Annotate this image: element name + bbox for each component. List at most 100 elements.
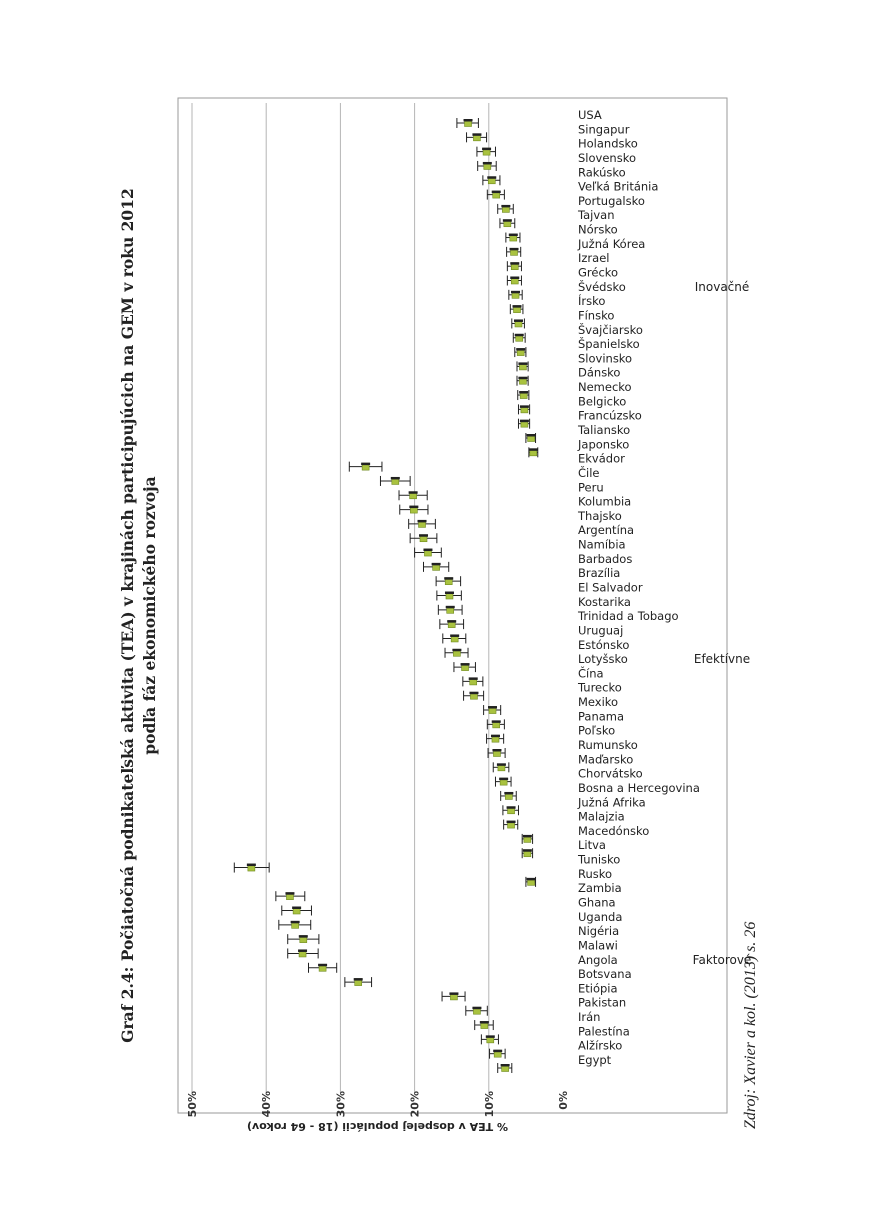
category-label: Rusko xyxy=(578,867,612,881)
data-point-shadow xyxy=(519,391,529,394)
category-label: Čile xyxy=(578,465,600,480)
data-point-shadow xyxy=(500,1064,510,1067)
data-point-shadow xyxy=(419,534,429,537)
category-labels: EgyptAlžírskoPalestínaIránPakistanEtiópi… xyxy=(577,108,700,1067)
data-point-shadow xyxy=(285,892,295,895)
data-point-shadow xyxy=(496,763,506,766)
y-tick-labels: 0% 10% 20% 30% 40% 50% xyxy=(186,1091,570,1117)
category-label: Uruguaj xyxy=(578,623,623,637)
data-point-shadow xyxy=(408,491,418,494)
category-label: Španielsko xyxy=(578,336,640,351)
category-label: Južná Kórea xyxy=(577,237,645,251)
data-point-shadow xyxy=(450,634,460,637)
category-label: Nórsko xyxy=(578,223,618,237)
category-label: Macedónsko xyxy=(578,824,649,838)
category-label: Etiópia xyxy=(578,981,618,995)
category-label: Kostarika xyxy=(578,595,631,609)
data-point-shadow xyxy=(487,176,497,179)
category-label: Grécko xyxy=(578,266,618,280)
y-tick-label: 0% xyxy=(557,1091,570,1110)
data-point-shadow xyxy=(469,691,479,695)
data-point-shadow xyxy=(423,548,433,552)
category-label: Veľká Británia xyxy=(578,180,658,194)
data-point-shadow xyxy=(522,834,532,838)
y-tick-label: 20% xyxy=(409,1091,422,1117)
data-point-shadow xyxy=(485,1035,495,1038)
category-label: Thajsko xyxy=(577,509,622,523)
data-point-shadow xyxy=(482,147,492,151)
category-label: Čína xyxy=(578,665,604,680)
data-point-shadow xyxy=(519,419,529,423)
category-label: Nigéria xyxy=(578,924,619,938)
category-label: Maďarsko xyxy=(578,752,633,766)
data-point-shadow xyxy=(526,877,536,881)
category-label: Slovensko xyxy=(578,151,636,165)
category-label: Pakistan xyxy=(578,996,626,1010)
category-label: Poľsko xyxy=(578,724,615,738)
category-label: Švajčiarsko xyxy=(578,322,643,337)
data-point-shadow xyxy=(479,1021,489,1024)
category-label: Peru xyxy=(578,480,604,494)
data-point-shadow xyxy=(361,462,371,466)
data-point-shadow xyxy=(452,648,462,652)
category-label: Angola xyxy=(578,953,618,967)
data-point-shadow xyxy=(511,290,521,294)
category-label: Tajvan xyxy=(577,208,615,222)
category-label: Irán xyxy=(578,1010,600,1024)
data-point-shadow xyxy=(518,376,528,380)
category-label: Portugalsko xyxy=(578,194,645,208)
category-label: Francúzsko xyxy=(578,409,642,423)
data-point-shadow xyxy=(447,620,457,623)
category-label: Egypt xyxy=(578,1053,612,1067)
category-label: Botsvana xyxy=(578,967,632,981)
category-label: Malajzia xyxy=(578,810,625,824)
category-label: Malawi xyxy=(578,938,618,952)
data-point-shadow xyxy=(292,906,302,909)
data-point-shadow xyxy=(290,920,300,924)
category-label: Slovinsko xyxy=(578,351,632,365)
data-point-shadow xyxy=(506,820,516,824)
error-bars xyxy=(233,118,539,1073)
category-label: Bosna a Hercegovina xyxy=(578,781,700,795)
data-point-shadow xyxy=(516,348,526,351)
data-point-shadow xyxy=(509,247,519,251)
group-label: Faktorové xyxy=(693,953,752,967)
data-point-shadow xyxy=(504,791,514,795)
category-label: Švédsko xyxy=(578,279,626,294)
data-point-shadow xyxy=(528,448,538,451)
data-point-shadow xyxy=(390,476,400,480)
category-label: Holandsko xyxy=(578,137,638,151)
category-label: Ekvádor xyxy=(578,452,625,466)
data-point-shadow xyxy=(431,562,441,566)
category-label: Mexiko xyxy=(578,695,618,709)
data-point-shadow xyxy=(298,935,308,938)
data-point-shadow xyxy=(444,577,454,580)
data-point-shadow xyxy=(460,663,470,666)
data-point-shadow xyxy=(409,505,419,509)
category-label: Turecko xyxy=(577,681,622,695)
category-label: Japonsko xyxy=(577,437,629,451)
category-label: Litva xyxy=(578,838,606,852)
data-point-shadow xyxy=(491,720,501,723)
source-note: Zdroj: Xavier a kol. (2013) s. 26 xyxy=(742,921,759,1129)
data-point-shadow xyxy=(519,405,529,408)
category-label: Barbados xyxy=(578,552,632,566)
category-label: Palestína xyxy=(578,1024,630,1038)
data-point-shadow xyxy=(510,276,520,279)
group-labels: Faktorové Efektívne Inovačné xyxy=(693,280,752,967)
category-label: Nemecko xyxy=(578,380,632,394)
y-tick-label: 50% xyxy=(186,1091,199,1117)
category-label: Lotyšsko xyxy=(578,652,628,666)
data-point-shadow xyxy=(513,319,523,322)
data-point-shadow xyxy=(506,806,516,809)
data-point-shadow xyxy=(518,362,528,365)
data-point-shadow xyxy=(482,161,492,165)
data-point-shadow xyxy=(491,190,501,194)
y-tick-label: 10% xyxy=(483,1091,496,1117)
data-point-shadow xyxy=(512,305,522,308)
category-label: Tunisko xyxy=(577,853,620,867)
y-axis-label: % TEA v dospelej populácii (18 - 64 roko… xyxy=(247,1120,508,1133)
category-label: Ghana xyxy=(578,896,616,910)
data-point-shadow xyxy=(246,863,256,867)
